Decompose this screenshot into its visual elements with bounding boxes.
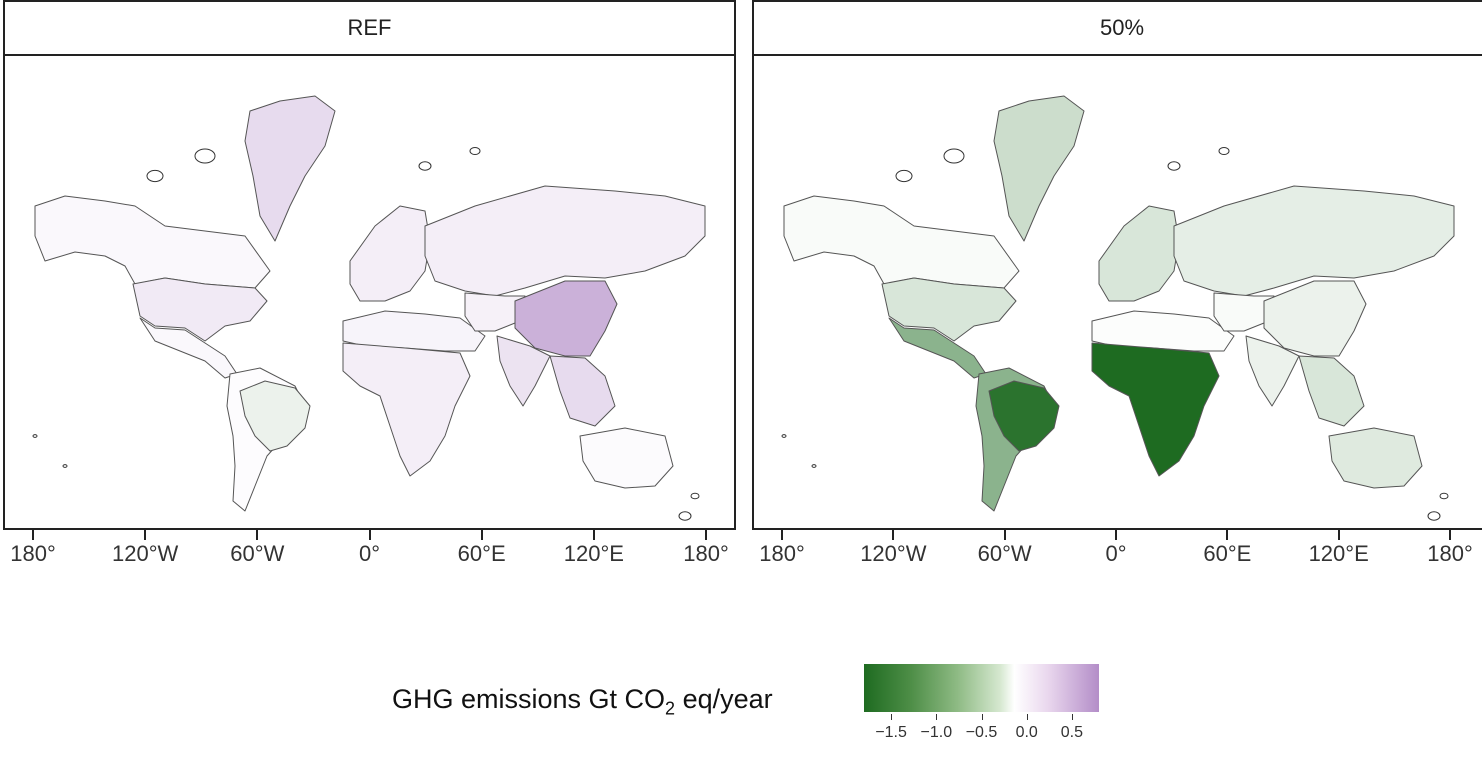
legend-tick [891,714,893,720]
region-usa [132,277,268,342]
legend-title: GHG emissions Gt CO2 eq/year [392,684,773,719]
region-africa [1091,342,1220,477]
x-tick [368,530,371,540]
legend-title-subscript: 2 [665,698,676,719]
region-north-america-ca [783,195,1020,289]
island-shape [811,464,817,468]
x-tick [1003,530,1006,540]
island-shape [678,511,692,521]
facet-label: 50% [1099,15,1145,40]
x-tick [1449,530,1451,540]
region-europe [349,205,431,302]
x-tick-label: 120°W [860,541,927,566]
island-shape [194,148,216,164]
x-tick [781,530,783,540]
legend-tick-label: −0.5 [965,724,998,741]
region-se-asia [1298,355,1365,427]
x-tick [144,530,147,540]
island-shape [469,147,481,155]
x-tick-label: 120°W [112,541,179,566]
x-tick [892,530,895,540]
x-tick [256,530,259,540]
island-shape [146,169,164,183]
island-shape [62,464,68,468]
region-greenland [993,95,1085,242]
region-se-asia [549,355,616,427]
x-tick-label: 180° [759,541,805,566]
region-china [1263,280,1367,357]
region-central-asia [1213,292,1275,332]
x-tick-label: 0° [1105,541,1127,566]
x-tick [1337,530,1340,540]
facet-title-ref: REF [3,0,736,56]
x-tick-label: 60°E [1203,541,1252,566]
island-shape [895,169,913,183]
legend-tick [1026,714,1028,720]
map-ref [3,54,736,530]
region-oceania [1328,427,1423,489]
region-greenland [244,95,336,242]
legend-colorbar [864,664,1099,712]
x-tick-label: 180° [1427,541,1473,566]
legend-tick-label: −1.0 [920,724,953,741]
x-tick [1115,530,1117,540]
x-tick [592,530,595,540]
region-central-asia [464,292,526,332]
x-tick-label: 180° [683,541,729,566]
x-tick-label: 180° [10,541,56,566]
island-shape [1167,161,1181,171]
world-map-50 [781,95,1455,521]
x-tick-label: 60°W [230,541,285,566]
x-tick [32,530,34,540]
region-china [514,280,618,357]
map-50 [752,54,1482,530]
island-shape [1439,492,1449,500]
region-europe [1098,205,1180,302]
region-russia [424,185,706,297]
world-map-ref [32,95,706,521]
x-tick [480,530,483,540]
legend-tick [1071,714,1073,720]
island-shape [1427,511,1441,521]
region-brazil [988,380,1060,452]
region-usa [881,277,1017,342]
region-north-america-ca [34,195,271,289]
island-shape [943,148,965,164]
legend-tick [936,714,938,720]
facet-label: REF [347,15,392,40]
legend-title-unit: eq/year [675,684,773,714]
island-shape [690,492,700,500]
island-shape [32,434,38,438]
region-india [496,335,551,407]
x-tick [705,530,707,540]
region-oceania [579,427,674,489]
legend-tick [981,714,983,720]
region-india [1245,335,1300,407]
legend-title-text: GHG emissions Gt CO [392,684,666,714]
x-tick-label: 60°E [457,541,506,566]
x-tick-label: 120°E [1308,541,1369,566]
x-tick-label: 60°W [977,541,1032,566]
island-shape [418,161,432,171]
facet-title-50: 50% [752,0,1482,56]
x-tick-label: 120°E [563,541,624,566]
region-africa [342,342,471,477]
legend-tick-label: 0.5 [1060,724,1083,741]
region-russia [1173,185,1455,297]
island-shape [1218,147,1230,155]
x-tick-label: 0° [358,541,381,566]
island-shape [781,434,787,438]
legend-tick-label: 0.0 [1015,724,1038,741]
legend-tick-label: −1.5 [875,724,907,741]
x-tick [1226,530,1229,540]
region-brazil [239,380,311,452]
